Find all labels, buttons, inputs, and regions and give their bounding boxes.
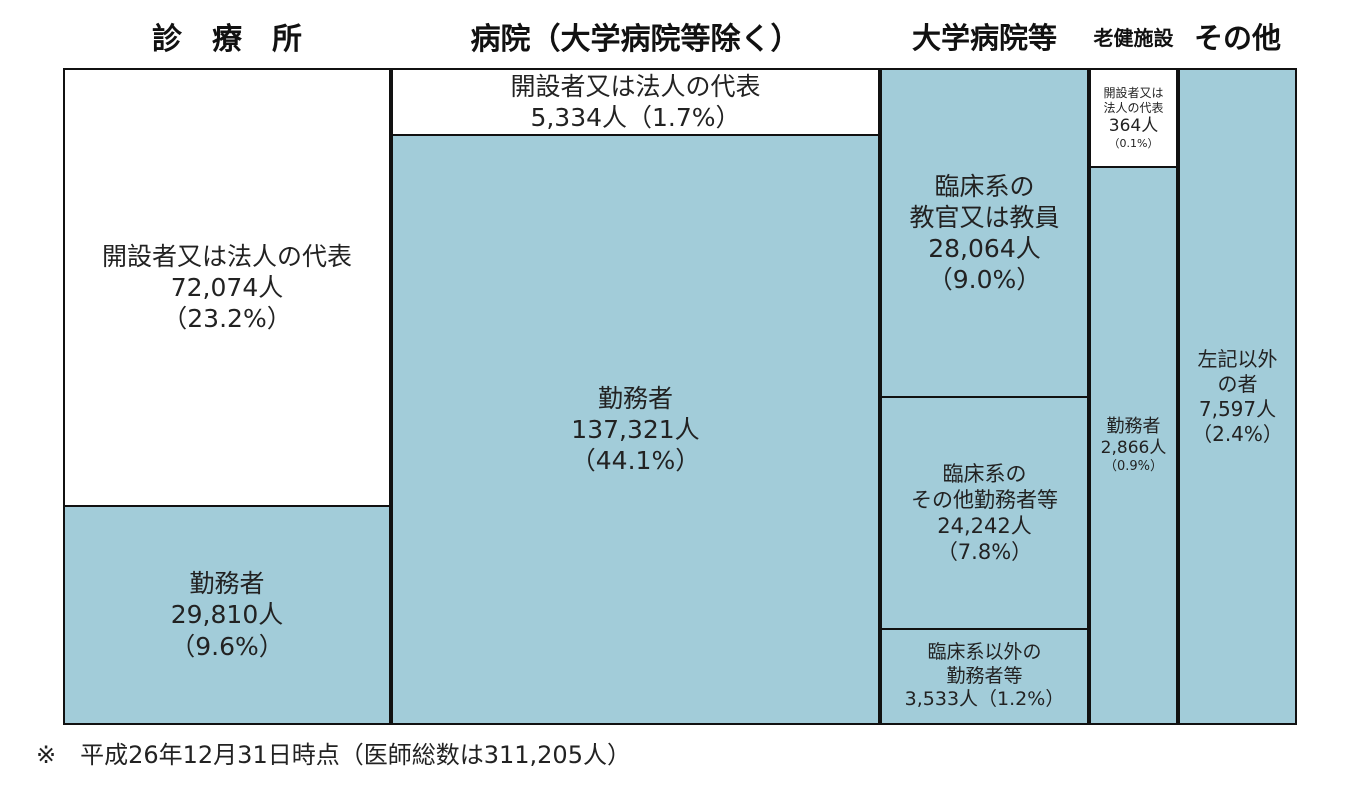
treemap-cell: 臨床系の 教官又は教員 28,064人 （9.0%） <box>880 68 1089 398</box>
cell-count: 28,064人 <box>928 234 1041 263</box>
cell-count: 2,866人 <box>1100 438 1167 458</box>
column-header: 診 療 所 <box>152 22 302 57</box>
treemap-cell: 開設者又は法人の代表 72,074人 （23.2%） <box>63 68 391 507</box>
cell-label: 開設者又は法人の代表 <box>510 71 761 101</box>
cell-label: 勤務者 <box>597 383 673 413</box>
treemap-cell: 開設者又は 法人の代表 364人 （0.1%） <box>1089 68 1178 168</box>
cell-count: 364人 <box>1108 115 1159 136</box>
treemap-cell: 開設者又は法人の代表 5,334人（1.7%） <box>391 68 880 136</box>
cell-label: 臨床系の <box>934 171 1035 201</box>
cell-percent: （23.2%） <box>162 304 292 334</box>
treemap-cell: 勤務者 29,810人 （9.6%） <box>63 505 391 725</box>
footnote: ※ 平成26年12月31日時点（医師総数は311,205人） <box>36 741 631 769</box>
treemap-cell: 勤務者 137,321人 （44.1%） <box>391 134 880 725</box>
cell-label: 勤務者 <box>189 569 265 599</box>
cell-label: 勤務者 <box>1106 415 1161 437</box>
cell-label: 勤務者等 <box>946 664 1023 687</box>
cell-label: 臨床系の <box>942 461 1027 486</box>
cell-percent: （9.6%） <box>170 631 284 661</box>
cell-count: 72,074人 <box>170 272 284 302</box>
column-header: その他 <box>1193 21 1281 55</box>
column-header: 大学病院等 <box>911 21 1057 55</box>
cell-label: 開設者又は法人の代表 <box>101 241 352 271</box>
cell-label: 教官又は教員 <box>909 202 1060 232</box>
cell-label: 開設者又は <box>1103 85 1164 100</box>
cell-percent: （0.9%） <box>1103 459 1164 475</box>
cell-label: の者 <box>1217 371 1258 396</box>
cell-label: 左記以外 <box>1197 346 1278 371</box>
treemap-cell: 臨床系以外の 勤務者等 3,533人（1.2%） <box>880 628 1089 725</box>
cell-count: 3,533人（1.2%） <box>904 688 1065 711</box>
cell-label: 法人の代表 <box>1103 100 1164 115</box>
cell-count: 7,597人 <box>1198 396 1277 421</box>
column-header: 老健施設 <box>1093 25 1174 50</box>
cell-percent: （9.0%） <box>927 265 1042 295</box>
cell-count: 137,321人 <box>571 414 700 444</box>
cell-percent: （44.1%） <box>570 446 701 476</box>
treemap-cell: 左記以外 の者 7,597人 （2.4%） <box>1178 68 1297 725</box>
cell-percent: （0.1%） <box>1108 136 1159 150</box>
cell-percent: （2.4%） <box>1192 421 1283 446</box>
cell-count: 24,242人 <box>937 514 1032 538</box>
cell-count: 29,810人 <box>170 600 284 630</box>
cell-label: 臨床系以外の <box>927 640 1042 663</box>
cell-percent: （7.8%） <box>936 540 1033 565</box>
treemap-cell: 勤務者 2,866人 （0.9%） <box>1089 166 1178 725</box>
column-header: 病院（大学病院等除く） <box>470 22 801 57</box>
cell-count: 5,334人（1.7%） <box>530 103 741 132</box>
cell-label: その他勤務者等 <box>911 487 1058 512</box>
treemap-cell: 臨床系の その他勤務者等 24,242人 （7.8%） <box>880 396 1089 630</box>
